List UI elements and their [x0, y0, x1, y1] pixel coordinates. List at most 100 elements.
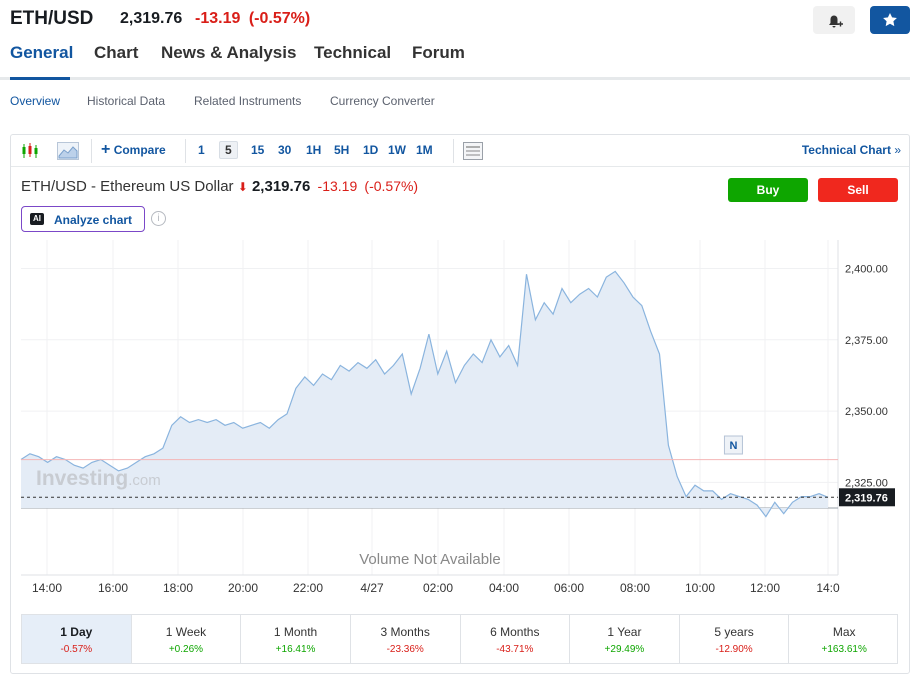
price-line	[20, 270, 829, 518]
y-tick-label: 2,400.00	[845, 264, 888, 276]
news-marker-label: N	[729, 440, 737, 452]
range-label: 3 Months	[380, 625, 430, 639]
range-1-day[interactable]: 1 Day -0.57%	[22, 615, 132, 663]
subtab-related-instruments[interactable]: Related Instruments	[194, 94, 302, 108]
range-label: 1 Month	[273, 625, 318, 639]
x-tick-label: 04:00	[489, 581, 519, 595]
x-tick-label: 4/27	[360, 581, 384, 595]
watermark-suffix: .com	[128, 472, 161, 489]
x-tick-label: 08:00	[620, 581, 650, 595]
toolbar-divider	[453, 139, 454, 163]
range-1-week[interactable]: 1 Week +0.26%	[132, 615, 242, 663]
active-tab-indicator	[10, 77, 70, 80]
y-tick-label: 2,375.00	[845, 335, 888, 347]
range-change: +29.49%	[604, 644, 645, 655]
x-tick-label: 22:00	[293, 581, 323, 595]
x-tick-label: 14:0	[816, 581, 840, 595]
x-tick-label: 10:00	[685, 581, 715, 595]
interval-1[interactable]: 1	[198, 143, 205, 157]
news-marker-box	[723, 435, 743, 455]
analyze-chart-button[interactable]: AI Analyze chart	[21, 206, 145, 232]
y-axis-labels: 2,400.00 2,375.00 2,350.00 2,325.00	[845, 264, 888, 490]
compare-button[interactable]: + Compare	[101, 141, 166, 158]
technical-chart-label: Technical Chart	[801, 143, 891, 157]
range-1-year[interactable]: 1 Year +29.49%	[570, 615, 680, 663]
subtab-overview[interactable]: Overview	[10, 94, 61, 108]
double-chevron-right-icon: »	[894, 143, 901, 157]
watermark-logo: Investing.com	[36, 467, 161, 490]
range-change: +163.61%	[821, 644, 867, 655]
volume-not-available: Volume Not Available	[359, 551, 500, 568]
tab-technical[interactable]: Technical	[314, 43, 392, 62]
interval-1w[interactable]: 1W	[388, 143, 406, 157]
create-alert-button[interactable]	[813, 6, 855, 34]
range-label: 1 Week	[165, 625, 207, 639]
star-icon	[883, 13, 897, 27]
instrument-name: ETH/USD - Ethereum US Dollar	[21, 178, 234, 195]
price-chart[interactable]: 14:00 16:00 18:00 20:00 22:00 4/27 02:00 04:00 0…	[0, 230, 924, 600]
range-change: +0.26%	[168, 644, 204, 655]
interval-30[interactable]: 30	[278, 143, 292, 157]
interval-5[interactable]: 5	[219, 141, 238, 159]
interval-15[interactable]: 15	[251, 143, 265, 157]
header-change-value: -13.19	[195, 10, 241, 27]
range-change: +16.41%	[275, 644, 316, 655]
range-change: -12.90%	[715, 644, 753, 655]
price-area-fill	[21, 271, 828, 517]
ai-icon: AI	[30, 213, 44, 225]
analyze-chart-label: Analyze chart	[54, 213, 133, 227]
sell-button[interactable]: Sell	[818, 178, 898, 202]
quote-header: ETH/USD 2,319.76 -13.19 (-0.57%)	[0, 0, 924, 40]
compare-label: Compare	[113, 143, 166, 157]
area-chart-icon[interactable]	[57, 142, 79, 160]
news-marker[interactable]: N	[723, 435, 743, 455]
x-tick-label: 06:00	[554, 581, 584, 595]
range-6-months[interactable]: 6 Months -43.71%	[461, 615, 571, 663]
x-tick-label: 02:00	[423, 581, 453, 595]
tab-forum[interactable]: Forum	[412, 43, 465, 62]
interval-1h[interactable]: 1H	[306, 143, 322, 157]
range-3-months[interactable]: 3 Months -23.36%	[351, 615, 461, 663]
candlestick-icon[interactable]	[21, 142, 41, 160]
subtab-historical-data[interactable]: Historical Data	[87, 94, 166, 108]
info-icon[interactable]: i	[151, 211, 166, 226]
buy-button[interactable]: Buy	[728, 178, 808, 202]
bell-plus-icon	[829, 15, 843, 28]
toolbar-divider	[185, 139, 186, 163]
tab-general[interactable]: General	[10, 43, 74, 62]
instrument-change: -13.19	[317, 178, 358, 194]
range-max[interactable]: Max +163.61%	[789, 615, 899, 663]
chart-area	[20, 270, 838, 518]
instrument-change-pct: (-0.57%)	[364, 178, 419, 194]
watchlist-button[interactable]	[870, 6, 910, 34]
header-change: -13.19 (-0.57%)	[195, 10, 310, 28]
header-change-pct: (-0.57%)	[248, 10, 311, 27]
x-tick-label: 20:00	[228, 581, 258, 595]
symbol-title: ETH/USD	[10, 8, 94, 29]
y-tick-label: 2,350.00	[845, 406, 888, 418]
header-price: 2,319.76	[120, 10, 183, 27]
interval-5h[interactable]: 5H	[334, 143, 350, 157]
y-tick-label: 2,325.00	[845, 477, 888, 489]
instrument-line: ETH/USD - Ethereum US Dollar ⬇ 2,319.76 …	[21, 178, 418, 195]
range-label: 5 years	[714, 625, 754, 639]
tab-news-analysis[interactable]: News & Analysis	[161, 43, 297, 62]
last-price-tag-bg	[839, 488, 895, 507]
performance-ranges: 1 Day -0.57% 1 Week +0.26% 1 Month +16.41% 3 M…	[21, 614, 898, 664]
interval-1m[interactable]: 1M	[416, 143, 433, 157]
range-1-month[interactable]: 1 Month +16.41%	[241, 615, 351, 663]
subtab-currency-converter[interactable]: Currency Converter	[330, 94, 435, 108]
down-arrow-icon: ⬇	[237, 180, 248, 194]
interval-1d[interactable]: 1D	[363, 143, 379, 157]
range-5-years[interactable]: 5 years -12.90%	[680, 615, 790, 663]
x-tick-label: 16:00	[98, 581, 128, 595]
toolbar-divider	[91, 139, 92, 163]
last-price-tag: 2,319.76	[839, 488, 895, 507]
tab-chart[interactable]: Chart	[94, 43, 139, 62]
technical-chart-link[interactable]: Technical Chart »	[802, 143, 901, 157]
table-view-icon[interactable]	[463, 142, 483, 160]
instrument-price: 2,319.76	[251, 178, 311, 195]
range-change: -43.71%	[496, 644, 534, 655]
chart-toolbar: + Compare 1 5 15 30 1H 5H 1D 1W 1M Techn…	[11, 135, 909, 167]
chart-panel: + Compare 1 5 15 30 1H 5H 1D 1W 1M Techn…	[10, 134, 910, 674]
